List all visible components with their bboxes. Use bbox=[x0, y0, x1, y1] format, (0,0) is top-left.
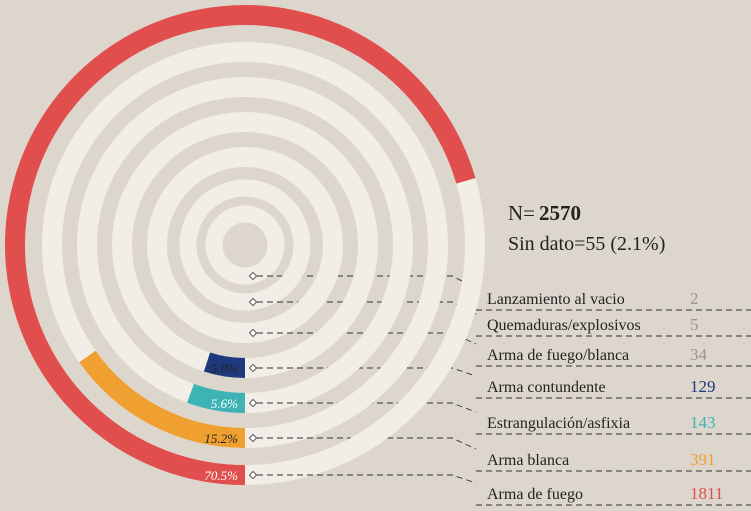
legend-count: 143 bbox=[690, 413, 716, 432]
leader-marker bbox=[248, 433, 258, 443]
leader-line bbox=[257, 437, 477, 450]
legend-label: Arma de fuego bbox=[487, 486, 583, 503]
ring-arc bbox=[187, 383, 246, 413]
leader-marker bbox=[248, 297, 258, 307]
ring-track bbox=[147, 147, 343, 343]
legend-count: 129 bbox=[690, 377, 716, 396]
leader-line bbox=[257, 402, 477, 413]
legend-label: Arma blanca bbox=[487, 452, 569, 469]
legend-count: 1811 bbox=[690, 484, 723, 503]
leader-line bbox=[257, 474, 477, 484]
ring-arc bbox=[5, 5, 476, 485]
legend-label: Estrangulación/asfixia bbox=[487, 415, 630, 432]
legend-count: 5 bbox=[690, 315, 699, 334]
legend-count: 391 bbox=[690, 450, 716, 469]
leader-marker bbox=[248, 470, 258, 480]
leader-line bbox=[257, 367, 477, 377]
ring-arc bbox=[203, 352, 246, 378]
legend-count: 2 bbox=[690, 289, 699, 308]
legend-label: Arma contundente bbox=[487, 379, 606, 396]
legend-label: Lanzamiento al vacio bbox=[487, 291, 625, 308]
missing-note: Sin dato=55 (2.1%) bbox=[508, 233, 665, 255]
ring-arc bbox=[79, 350, 246, 448]
percent-label: 15.2% bbox=[204, 431, 238, 446]
percent-label: 70.5% bbox=[204, 468, 238, 483]
leader-marker bbox=[248, 363, 258, 373]
n-total: N= 2570 bbox=[508, 201, 581, 225]
legend-label: Arma de fuego/blanca bbox=[487, 347, 629, 364]
ring-track bbox=[205, 205, 285, 285]
legend-count: 34 bbox=[690, 345, 708, 364]
legend-label: Quemaduras/explosivos bbox=[487, 317, 641, 334]
n-label: N= bbox=[508, 201, 535, 225]
n-value: 2570 bbox=[539, 201, 581, 225]
ring-track bbox=[77, 77, 413, 413]
ring-track bbox=[179, 179, 311, 311]
percent-label: 5.0% bbox=[211, 361, 238, 376]
leader-marker bbox=[248, 271, 258, 281]
leader-marker bbox=[248, 398, 258, 408]
percent-label: 5.6% bbox=[211, 396, 238, 411]
leader-marker bbox=[248, 328, 258, 338]
